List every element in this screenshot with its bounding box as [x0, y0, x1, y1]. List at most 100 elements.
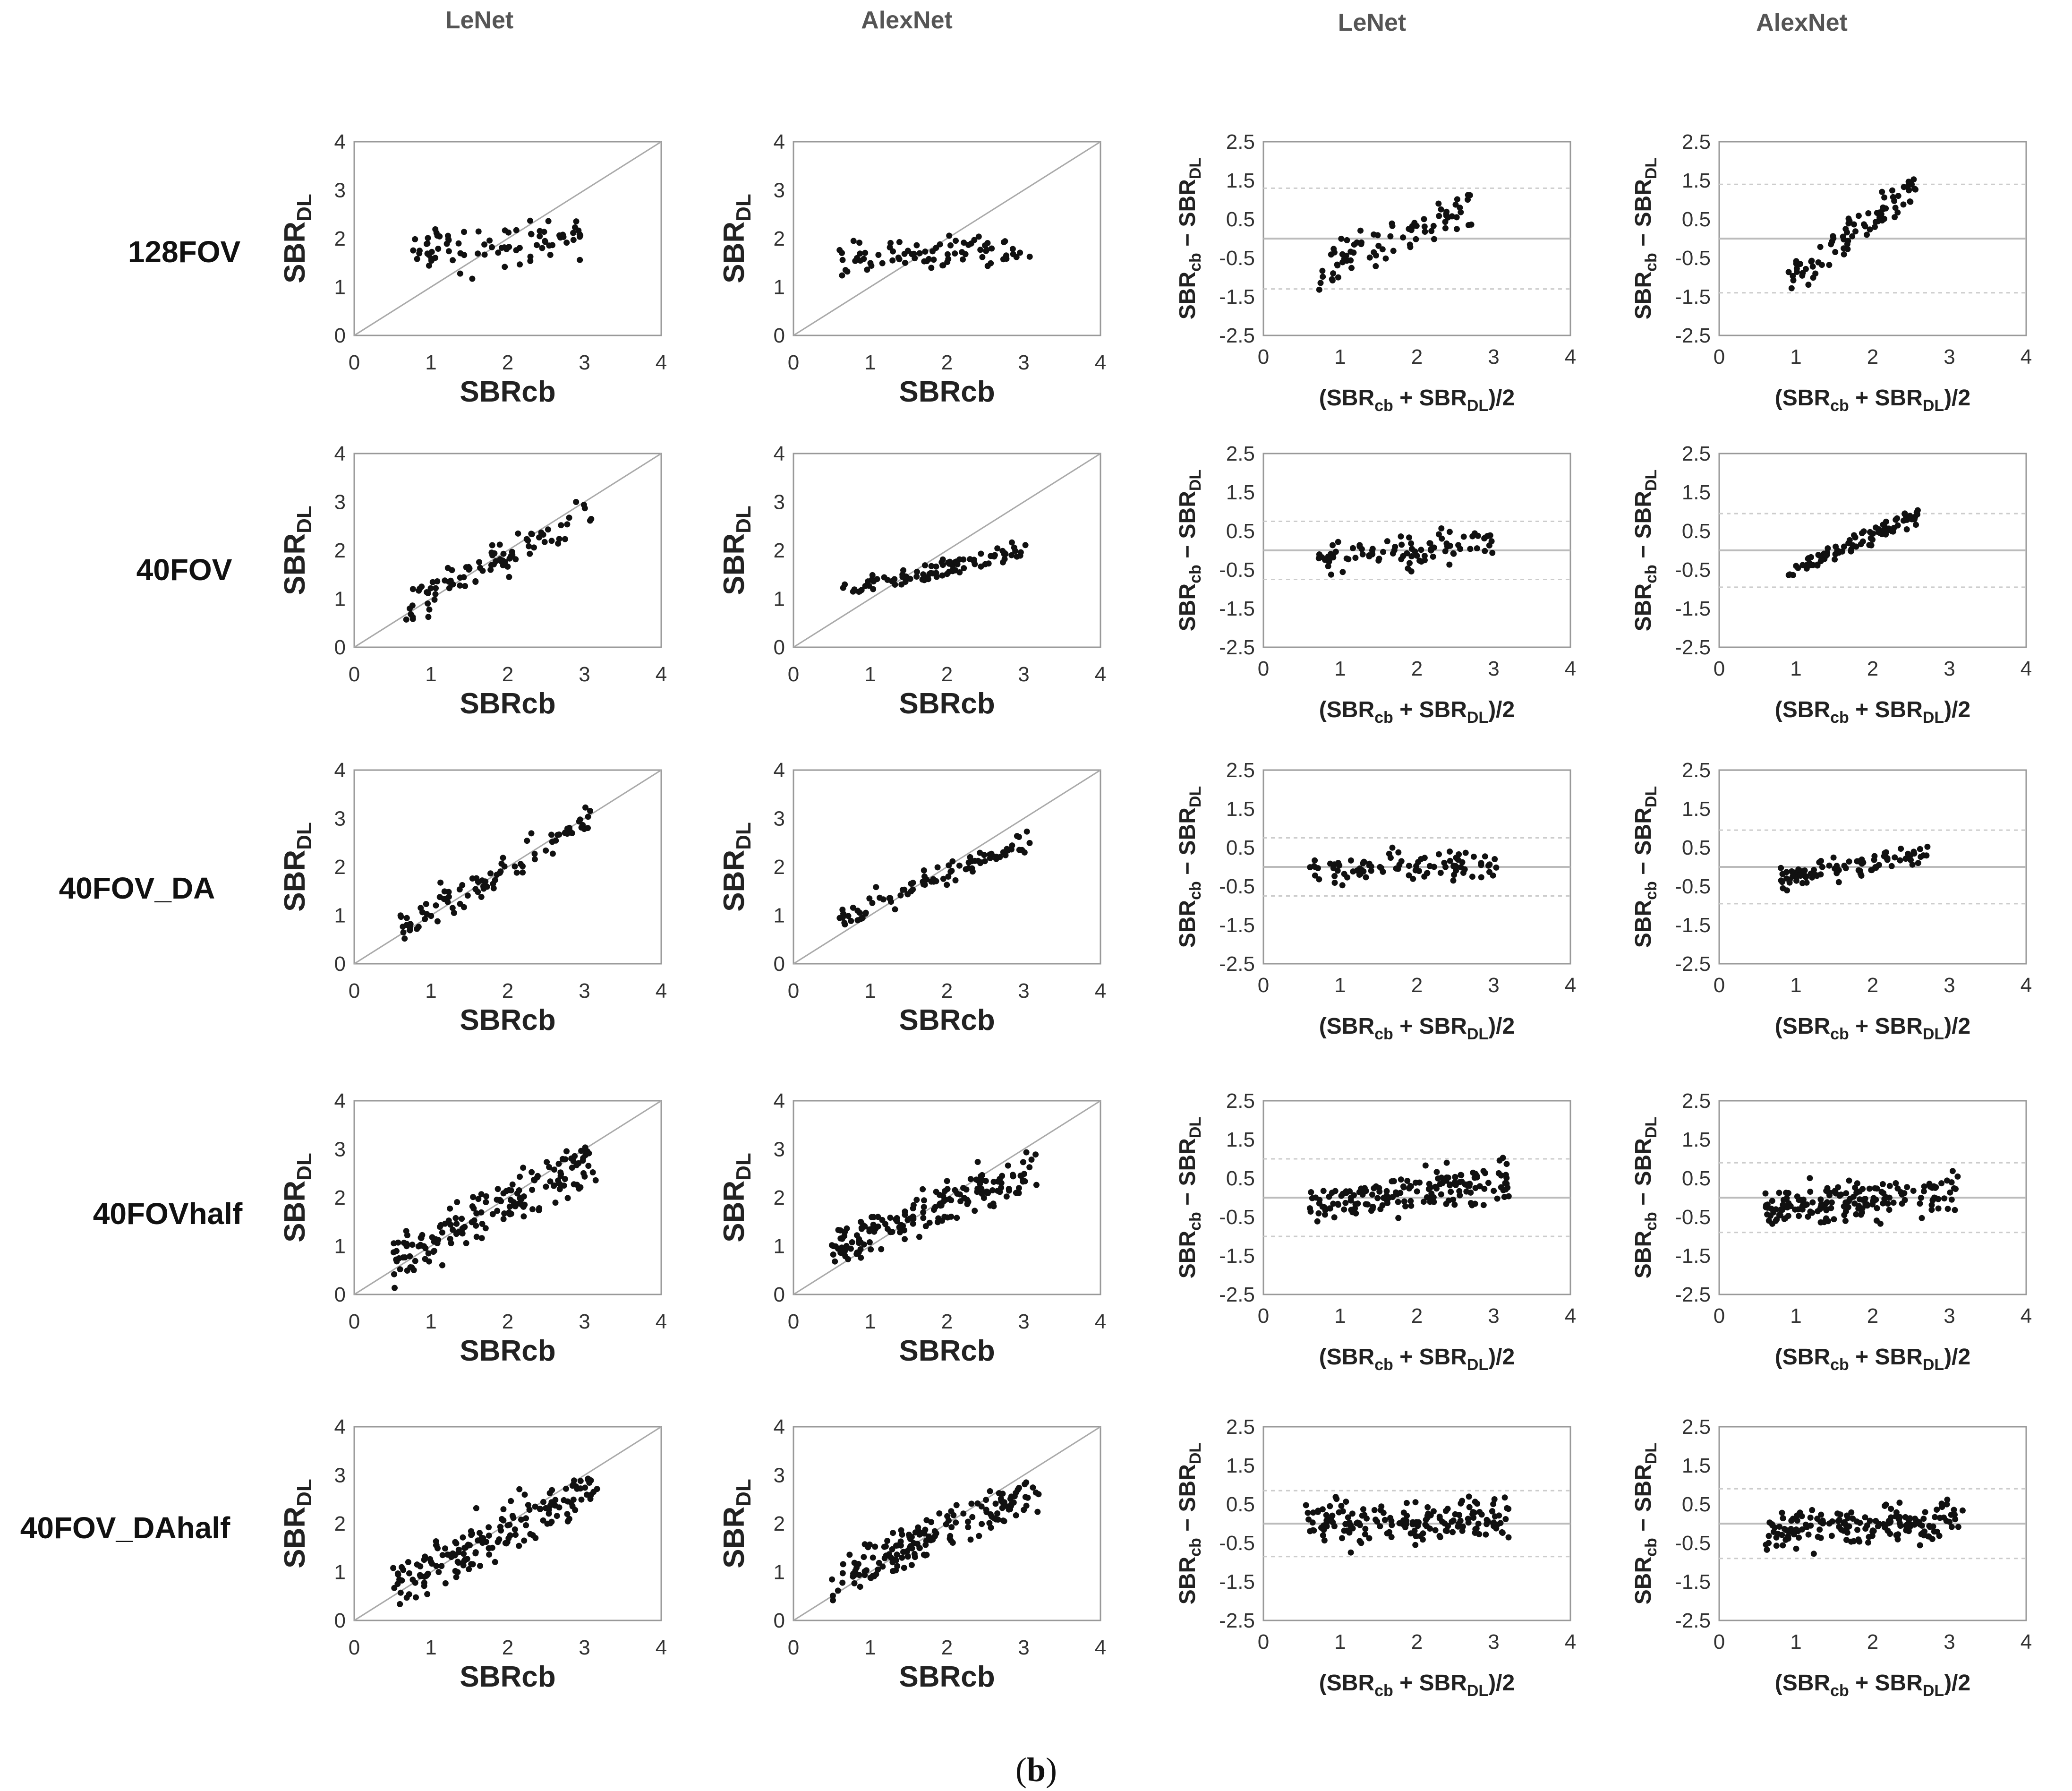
- data-point: [969, 1514, 976, 1520]
- data-point: [1482, 853, 1488, 860]
- data-point: [465, 564, 472, 570]
- data-point: [910, 886, 916, 893]
- y-tick-label: -0.5: [1219, 558, 1255, 582]
- x-tick-label: 1: [1334, 974, 1346, 997]
- data-point: [1026, 1164, 1033, 1171]
- x-tick-label: 1: [425, 351, 436, 374]
- data-point: [486, 1524, 492, 1531]
- x-axis-label: SBRcb: [460, 1335, 555, 1367]
- data-point: [401, 935, 408, 942]
- data-point: [1496, 1512, 1502, 1519]
- data-point: [913, 242, 920, 249]
- data-point: [1347, 857, 1354, 864]
- y-tick-label: 0: [774, 952, 785, 976]
- data-point: [910, 880, 916, 886]
- data-point: [989, 1514, 995, 1520]
- x-tick-label: 0: [788, 351, 799, 374]
- data-point: [908, 1562, 915, 1568]
- x-axis-label-part: + SBR: [1849, 1345, 1923, 1370]
- y-tick-label: 0.5: [1682, 208, 1711, 231]
- data-point: [1023, 1149, 1030, 1156]
- data-point: [1451, 1201, 1458, 1208]
- data-point: [1319, 1203, 1326, 1210]
- data-point: [498, 1527, 504, 1534]
- x-tick-label: 3: [579, 351, 590, 374]
- data-point: [1443, 1528, 1450, 1534]
- data-point: [1343, 256, 1349, 262]
- data-point: [1414, 1188, 1420, 1195]
- data-point: [954, 1215, 960, 1221]
- data-point: [1833, 1190, 1839, 1197]
- data-point: [1843, 1537, 1850, 1543]
- data-point: [1363, 1201, 1369, 1208]
- data-point: [1833, 870, 1840, 876]
- data-point: [1491, 1188, 1497, 1194]
- data-point: [1841, 1203, 1847, 1209]
- data-point: [1925, 1533, 1932, 1540]
- data-point: [570, 1158, 577, 1165]
- data-point: [516, 1187, 522, 1193]
- y-tick-label: 0.5: [1682, 836, 1711, 859]
- data-point: [1356, 543, 1363, 550]
- data-point: [839, 272, 845, 279]
- data-point: [457, 270, 463, 277]
- data-point: [1884, 1200, 1891, 1207]
- x-tick-label: 1: [1790, 974, 1801, 997]
- data-point: [1002, 852, 1009, 858]
- data-point: [983, 1188, 990, 1195]
- x-tick-label: 0: [788, 1636, 799, 1659]
- data-point: [494, 1208, 501, 1214]
- data-point: [400, 1567, 407, 1573]
- data-point: [928, 1537, 934, 1543]
- data-point: [1816, 1526, 1823, 1533]
- data-point: [1358, 1540, 1364, 1546]
- y-tick-label: 2.5: [1226, 130, 1255, 154]
- y-tick-label: 2: [774, 227, 785, 250]
- column-header-3: LeNet: [1338, 9, 1406, 36]
- data-point: [466, 1566, 472, 1572]
- data-point: [1815, 1534, 1821, 1540]
- data-point: [560, 231, 566, 238]
- data-point: [1021, 1171, 1027, 1177]
- x-tick-label: 1: [864, 1310, 876, 1333]
- data-point: [1936, 1533, 1943, 1539]
- data-point: [478, 1534, 485, 1541]
- data-point: [1828, 1199, 1835, 1206]
- data-point: [1795, 866, 1802, 873]
- y-tick-label: -2.5: [1675, 324, 1711, 347]
- data-point: [445, 248, 452, 255]
- data-point: [576, 1185, 582, 1192]
- panel-5-3: 0 1 2 3 42.51.50.5-0.5-1.5-2.5(SBRcb + SBRDL…: [1175, 1415, 1576, 1700]
- x-axis-label: (SBRcb + SBRDL)/2: [1319, 697, 1515, 727]
- data-point: [1406, 872, 1412, 879]
- data-point: [1777, 1207, 1784, 1213]
- y-tick-label: 4: [334, 442, 346, 465]
- data-point: [478, 1191, 485, 1198]
- x-axis-label: (SBRcb + SBRDL)/2: [1319, 1014, 1515, 1043]
- data-point: [994, 1510, 1001, 1517]
- data-point: [1458, 864, 1464, 871]
- y-axis-label-part: − SBR: [1175, 1138, 1200, 1212]
- y-tick-label: 3: [774, 1138, 785, 1161]
- data-point: [422, 916, 428, 922]
- data-point: [561, 1183, 567, 1189]
- y-axis-label: SBRcb − SBRDL: [1175, 1117, 1204, 1278]
- data-point: [417, 1573, 424, 1579]
- data-point: [1893, 1180, 1899, 1186]
- data-point: [1443, 1159, 1450, 1166]
- data-point: [911, 250, 917, 257]
- data-point: [481, 241, 488, 248]
- data-point: [537, 233, 543, 240]
- data-point: [1959, 1507, 1966, 1514]
- data-point: [549, 1487, 555, 1493]
- data-point: [1841, 862, 1848, 869]
- data-point: [1017, 552, 1023, 559]
- y-tick-label: -2.5: [1675, 1609, 1711, 1632]
- data-point: [1442, 225, 1449, 231]
- data-point: [506, 574, 512, 580]
- data-point: [899, 1554, 905, 1561]
- data-point: [961, 240, 967, 246]
- data-point: [996, 1490, 1002, 1497]
- x-tick-label: 4: [656, 979, 667, 1003]
- y-tick-label: 1.5: [1682, 797, 1711, 821]
